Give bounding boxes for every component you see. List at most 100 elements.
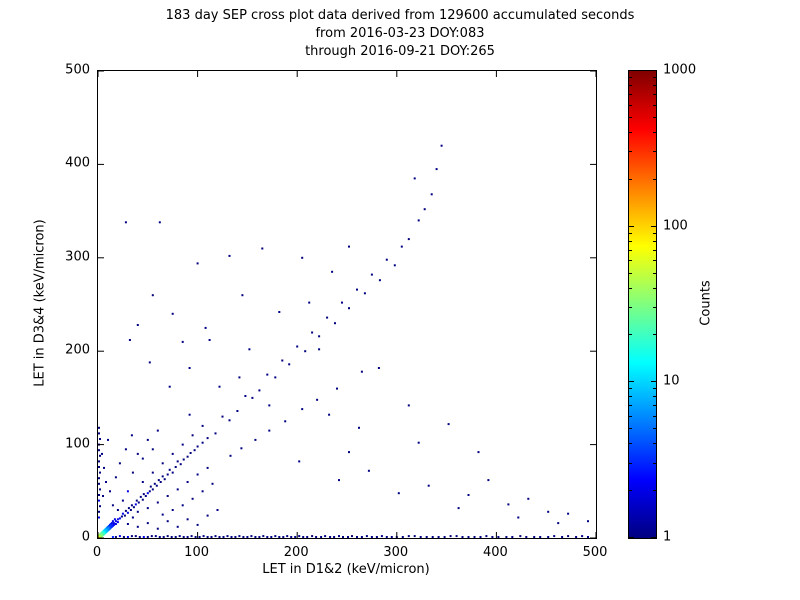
data-point [334,322,336,325]
data-point [168,468,171,471]
data-point [360,536,363,538]
chart-title-line1: 183 day SEP cross plot data derived from… [165,8,635,23]
data-point [457,507,460,510]
data-point [118,462,121,465]
data-point [341,301,343,304]
data-point [336,387,338,390]
data-point [105,481,107,483]
data-point [251,396,254,399]
data-point [587,536,589,538]
data-point [156,429,159,432]
data-point [473,536,476,538]
data-point [519,535,522,538]
colorbar-tick [629,178,632,180]
data-point [101,452,103,455]
x-tick-label: 100 [184,545,210,560]
data-point [425,536,428,538]
data-point [318,335,321,338]
data-point [201,441,204,444]
data-point [134,503,137,506]
data-point [99,471,101,474]
data-point [114,476,117,479]
data-point [298,460,301,463]
data-point [114,536,117,538]
data-point [201,490,204,493]
data-point [191,497,194,500]
data-point [149,485,152,488]
data-point [135,499,138,502]
data-point [210,536,213,538]
data-point [284,420,287,423]
data-point [98,460,100,463]
data-point [348,451,350,454]
colorbar-tick [629,537,634,538]
data-point [385,536,388,538]
data-point [375,536,378,538]
data-point [114,523,117,525]
colorbar-tick [629,381,634,383]
data-point [226,535,229,538]
data-point [182,536,185,538]
data-point [479,536,482,538]
data-point [258,389,261,392]
data-point [128,339,131,341]
data-point [315,536,318,538]
colorbar-tick [653,388,656,390]
data-point [377,367,380,369]
data-point [99,488,101,491]
data-point [262,535,265,538]
data-point [222,536,225,538]
data-point [435,168,438,171]
data-point [400,245,403,248]
data-point [270,536,273,538]
data-point [407,404,410,407]
y-tick-label: 500 [65,62,90,78]
data-point [365,535,368,538]
data-point [328,413,331,416]
colorbar-tick-label: 10 [663,373,680,389]
data-point [413,535,416,538]
data-point [268,404,271,407]
data-point [130,504,133,507]
data-point [98,466,100,468]
data-point [182,458,185,461]
data-point [326,316,329,319]
colorbar-tick [651,381,656,383]
data-point [99,454,101,457]
data-point [98,516,100,519]
data-point [131,471,134,474]
data-point [419,536,422,538]
data-point [136,525,139,528]
data-point [131,516,134,519]
data-point [158,221,161,224]
data-point [363,292,366,295]
data-point [206,536,209,538]
data-point [507,503,510,506]
data-point [126,490,129,493]
data-point [98,477,100,480]
data-point [98,482,100,485]
data-point [311,331,314,334]
data-point [150,535,153,538]
data-point [186,481,189,483]
data-point [112,522,115,525]
data-point [181,340,184,343]
colorbar-tick [629,462,632,464]
data-point [99,438,101,440]
y-tick-label: 200 [65,342,90,358]
data-point [206,437,209,440]
data-point [298,535,301,538]
data-point [497,536,500,538]
colorbar-tick [629,151,632,153]
data-point [201,424,204,427]
data-point [98,499,100,502]
data-point [449,535,452,538]
chart-title-line2: from 2016-03-23 DOY:083 [315,26,485,41]
data-point [107,438,109,441]
data-point [485,535,488,538]
colorbar-tick [651,70,656,71]
colorbar-tick [653,396,656,398]
data-point [417,219,420,222]
data-point [111,520,114,523]
data-point [342,536,344,538]
